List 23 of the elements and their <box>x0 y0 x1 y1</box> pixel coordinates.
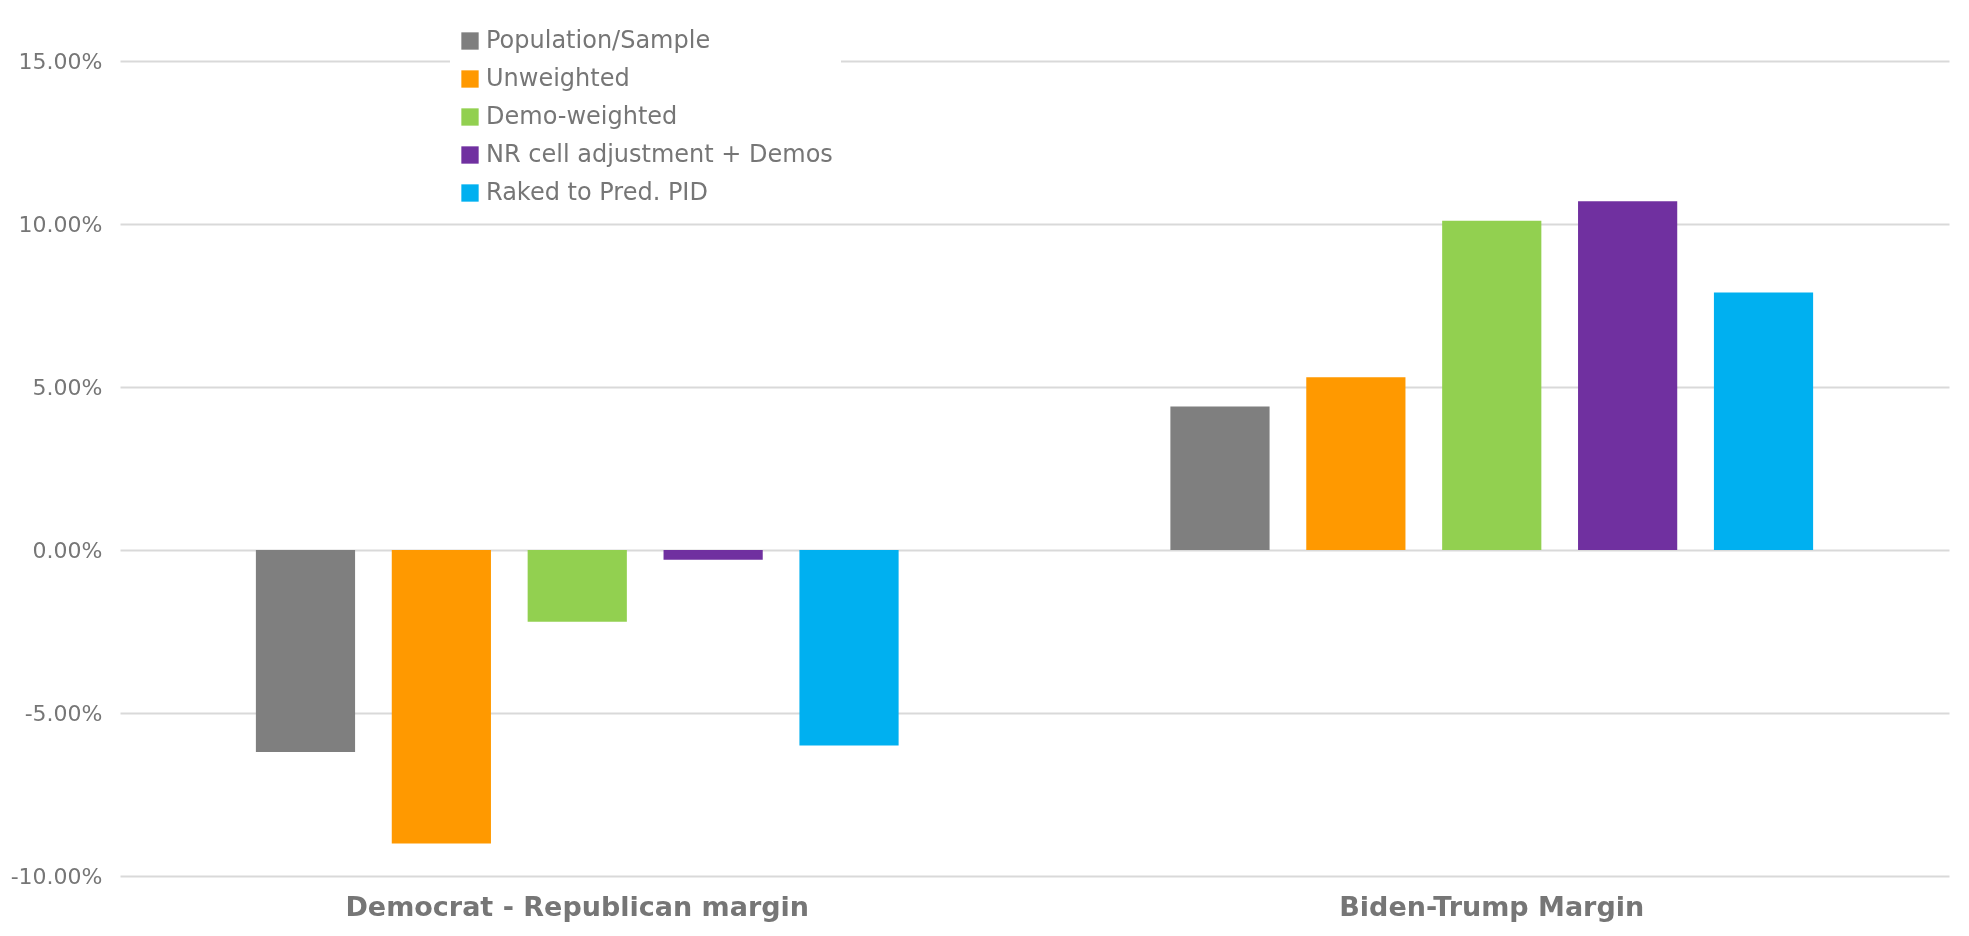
bar <box>1170 406 1270 550</box>
y-tick-label: -5.00% <box>24 700 103 726</box>
y-tick-label: 0.00% <box>32 537 103 563</box>
x-tick-label: Biden-Trump Margin <box>1339 890 1645 922</box>
bar <box>1306 377 1406 550</box>
legend-label: Unweighted <box>486 64 630 92</box>
bar <box>1578 201 1678 550</box>
y-tick-label: 5.00% <box>32 374 103 400</box>
bar <box>663 550 763 560</box>
bar <box>1442 220 1542 550</box>
legend-label: Raked to Pred. PID <box>486 178 708 206</box>
y-tick-label: 10.00% <box>18 211 103 237</box>
legend-label: NR cell adjustment + Demos <box>486 140 833 168</box>
bar <box>799 550 899 746</box>
legend-label: Population/Sample <box>486 26 711 54</box>
bar <box>255 550 356 753</box>
y-tick-label: -10.00% <box>10 863 103 889</box>
x-tick-label: Democrat - Republican margin <box>345 890 810 922</box>
bar <box>527 550 627 622</box>
bar <box>391 550 491 844</box>
bar <box>1713 292 1814 550</box>
legend-label: Demo-weighted <box>486 102 678 130</box>
y-tick-label: 15.00% <box>18 48 103 74</box>
